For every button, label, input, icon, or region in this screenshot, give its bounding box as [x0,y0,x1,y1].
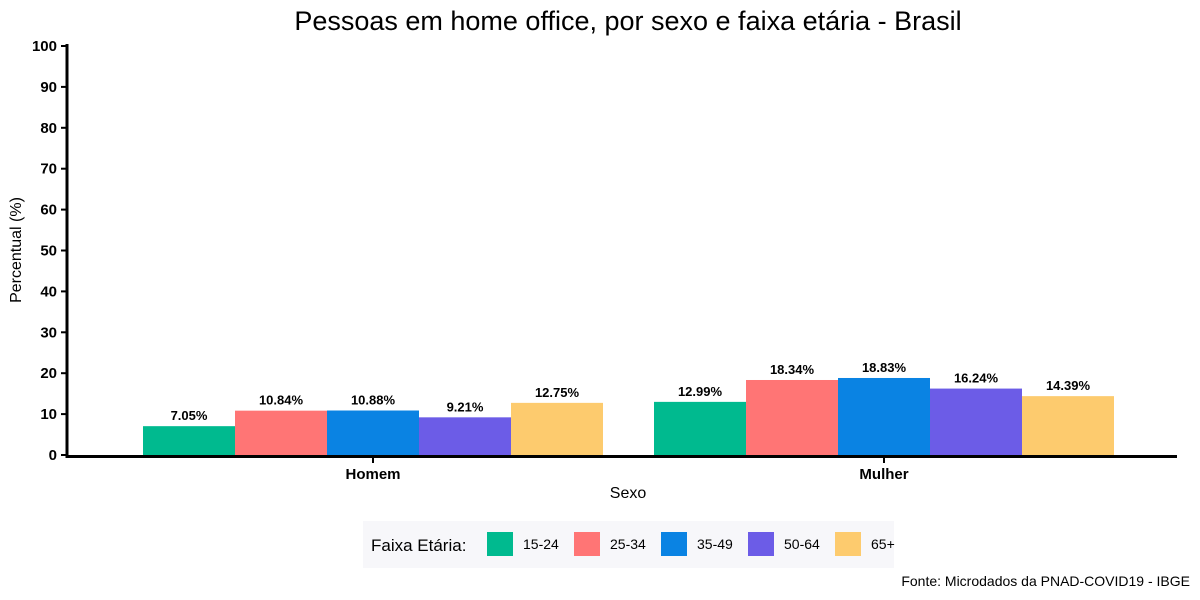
bar-mulher-35-49 [838,377,930,455]
legend-items: 15-24 25-34 35-49 50-64 65+ [487,532,895,556]
bar-mulher-50-64 [930,388,1022,455]
legend-swatch [661,532,687,556]
y-tick-label: 90 [40,79,57,96]
data-label: 16.24% [954,371,999,386]
legend-swatch [748,532,774,556]
y-tick-label: 70 [40,161,57,178]
y-tick-label: 60 [40,202,57,219]
chart-caption: Fonte: Microdados da PNAD-COVID19 - IBGE [901,573,1190,589]
legend-title: Faixa Etária: [371,536,466,555]
data-label: 7.05% [171,408,208,423]
legend-label: 35-49 [697,536,733,552]
y-tick-label: 100 [32,38,57,55]
data-label: 9.21% [447,399,484,414]
y-tick-label: 50 [40,243,57,260]
y-tick-label: 10 [40,406,57,423]
data-labels-group: 7.05% 10.84% 10.88% 9.21% 12.75% 12.99% 18.34%… [171,360,1091,423]
data-label: 12.75% [535,385,580,400]
legend-label: 50-64 [784,536,820,552]
y-tick-label: 0 [49,447,57,464]
bar-mulher-15-24 [654,401,746,455]
data-label: 12.99% [678,384,723,399]
bar-mulher-65plus [1022,396,1114,455]
bar-homem-25-34 [235,410,327,455]
y-axis-ticks: 0 10 20 30 40 50 60 70 80 90 100 [32,38,67,464]
bar-homem-15-24 [143,426,235,455]
data-label: 18.83% [862,360,907,375]
x-axis-ticks: Homem Mulher [345,457,909,483]
data-label: 18.34% [770,362,815,377]
legend-background [363,521,894,568]
data-label: 10.88% [351,393,396,408]
x-tick-label: Homem [345,466,400,483]
y-axis-label: Percentual (%) [8,197,25,303]
legend-label: 15-24 [523,536,559,552]
bar-homem-50-64 [419,417,511,455]
legend: Faixa Etária: 15-24 25-34 35-49 50-64 65+ [363,521,895,568]
y-tick-label: 20 [40,365,57,382]
y-tick-label: 30 [40,324,57,341]
data-label: 14.39% [1046,378,1091,393]
y-tick-label: 80 [40,120,57,137]
bar-homem-35-49 [327,410,419,455]
legend-swatch [835,532,861,556]
x-axis-label: Sexo [610,485,647,502]
legend-label: 65+ [871,536,895,552]
bar-mulher-25-34 [746,379,838,455]
legend-label: 25-34 [610,536,646,552]
legend-swatch [487,532,513,556]
bar-homem-65plus [511,402,603,455]
bars-group [143,377,1114,455]
y-tick-label: 40 [40,283,57,300]
x-tick-label: Mulher [859,466,908,483]
data-label: 10.84% [259,393,304,408]
legend-swatch [574,532,600,556]
chart-title: Pessoas em home office, por sexo e faixa… [294,6,961,36]
